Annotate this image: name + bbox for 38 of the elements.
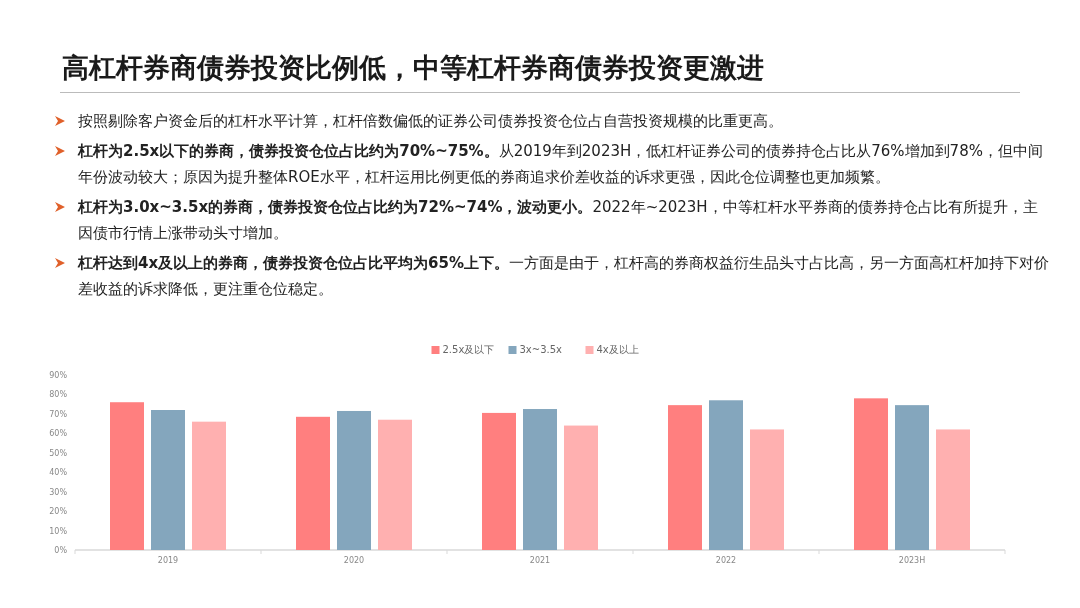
text: 按照剔除客户资金后的杠杆水平计算，杠杆倍数偏低的证券公司债券投资仓位占自营投资规模的比重更高。 [78,112,783,130]
bar [523,409,557,550]
legend-label: 2.5x及以下 [442,344,495,355]
bar [854,398,888,550]
x-tick-label: 2021 [529,556,551,565]
bar [482,412,516,550]
y-tick-label: 50% [49,448,68,458]
bar [564,425,598,550]
x-tick-label: 2022 [715,556,737,565]
bar [668,405,702,550]
y-tick-label: 10% [49,526,68,536]
bar [936,429,970,550]
bar [151,410,185,550]
y-tick-label: 20% [49,507,68,517]
bar [296,416,330,550]
y-tick-label: 40% [49,468,68,478]
text: 杠杆达到4x及以上的券商，债券投资仓位占比平均为65%上下。一方面是由于，杠杆高的券商权益衍生品头寸占比高，另一方面高杠杆加持下对价差收益的诉求降低，更注重仓位稳定。 [78,254,1050,298]
y-tick-label: 0% [54,546,68,555]
x-tick-label: 2020 [343,556,365,565]
bar [337,410,371,550]
bar [709,400,743,550]
legend-label: 3x~3.5x [519,344,563,355]
y-tick-label: 70% [49,409,68,419]
y-tick-label: 30% [49,487,68,497]
text: 杠杆为2.5x以下的券商，债券投资仓位占比约为70%~75%。从2019年到2023H，低杠杆证券公司的债券持仓占比从76%增加到78%，但中间年份波动较大；原因为提升整体ROE水平，杠杆运用比例更低的券商追求价差收益的诉求更强，因此仓位调整也更加频繁。 [78,142,1043,186]
y-tick-label: 80% [49,390,68,400]
bar [378,419,412,550]
x-tick-label: 2019 [157,556,179,565]
bar [110,402,144,550]
y-tick-label: 60% [49,429,68,439]
y-tick-label: 90% [49,371,68,380]
bar [895,405,929,550]
chart-title: 高杠杆券商债券投资比例低，中等杠杆券商债券投资更激进 [62,51,764,85]
x-tick-label: 2023H [898,556,926,565]
text: 杠杆为3.0x~3.5x的券商，债券投资仓位占比约为72%~74%，波动更小。2022年~2023H，中等杠杆水平券商的债券持仓占比有所提升，主因债市行情上涨带动头寸增加。 [78,198,1038,242]
legend-label: 4x及以上 [596,344,639,355]
bar [192,421,226,550]
bar [750,429,784,550]
